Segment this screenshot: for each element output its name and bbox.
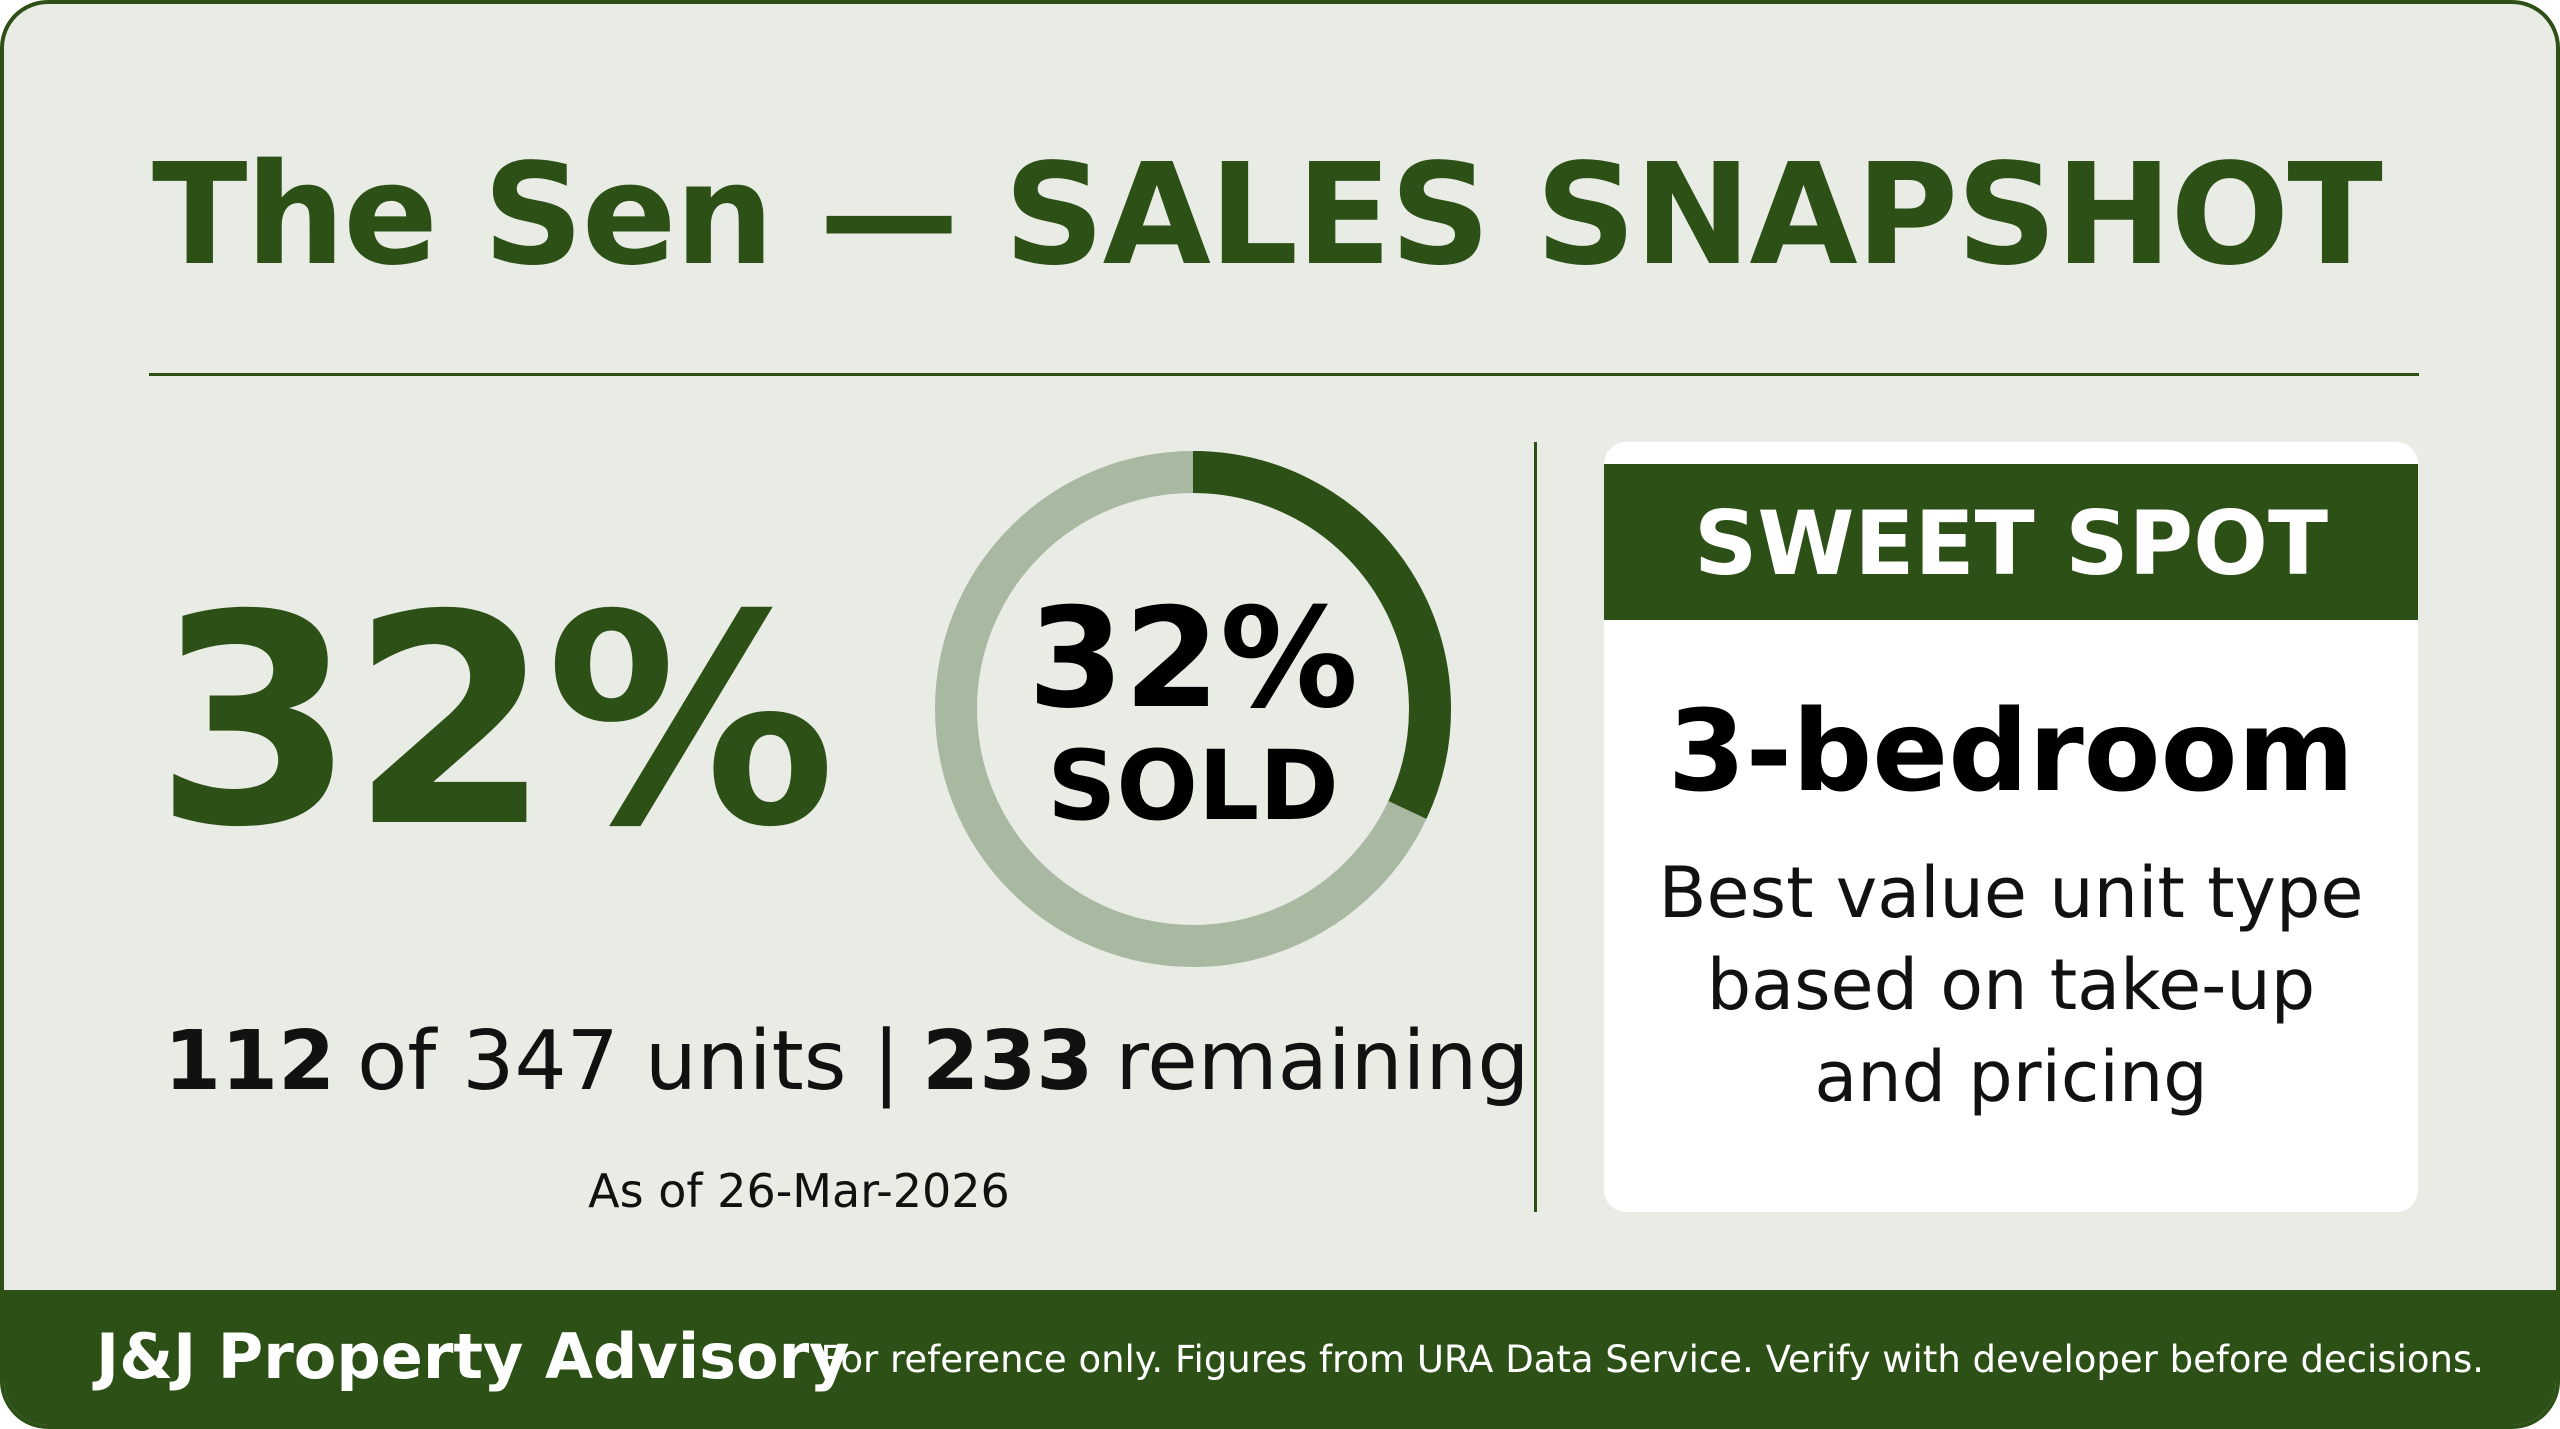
units-suffix: remaining bbox=[1115, 1014, 1530, 1109]
sweet-spot-unit: 3-bedroom bbox=[1667, 687, 2355, 817]
units-line: 112 of 347 units | 233 remaining bbox=[164, 1014, 1551, 1109]
units-sold: 112 bbox=[164, 1014, 336, 1109]
donut-label: 32% bbox=[1028, 578, 1358, 739]
footer: J&J Property Advisory For reference only… bbox=[4, 1290, 2556, 1425]
units-remaining: 233 bbox=[922, 1014, 1094, 1109]
headline-percent: 32% bbox=[154, 554, 836, 891]
sweet-spot-band bbox=[1604, 464, 2418, 620]
description-line: and pricing bbox=[1814, 1036, 2208, 1118]
brand: J&J Property Advisory bbox=[96, 1320, 850, 1393]
donut-arc bbox=[1192, 451, 1451, 819]
units-middle: of 347 units | bbox=[357, 1014, 901, 1109]
title: The Sen — SALES SNAPSHOT bbox=[152, 134, 2383, 297]
disclaimer: For reference only. Figures from URA Dat… bbox=[820, 1338, 2484, 1381]
donut-caption: SOLD bbox=[1047, 730, 1339, 842]
sweet-spot-description: Best value unit type based on take-up an… bbox=[1604, 847, 2418, 1123]
as-of-date: As of 26-Mar-2026 bbox=[588, 1164, 1010, 1218]
sweet-spot-title: SWEET SPOT bbox=[1693, 492, 2329, 595]
donut-chart: 32% SOLD bbox=[935, 451, 1451, 967]
vertical-divider bbox=[1534, 442, 1537, 1212]
description-line: Best value unit type bbox=[1658, 852, 2364, 934]
description-line: based on take-up bbox=[1706, 944, 2316, 1026]
divider bbox=[149, 373, 2419, 376]
sweet-spot-box: SWEET SPOT 3-bedroom Best value unit typ… bbox=[1604, 442, 2418, 1212]
